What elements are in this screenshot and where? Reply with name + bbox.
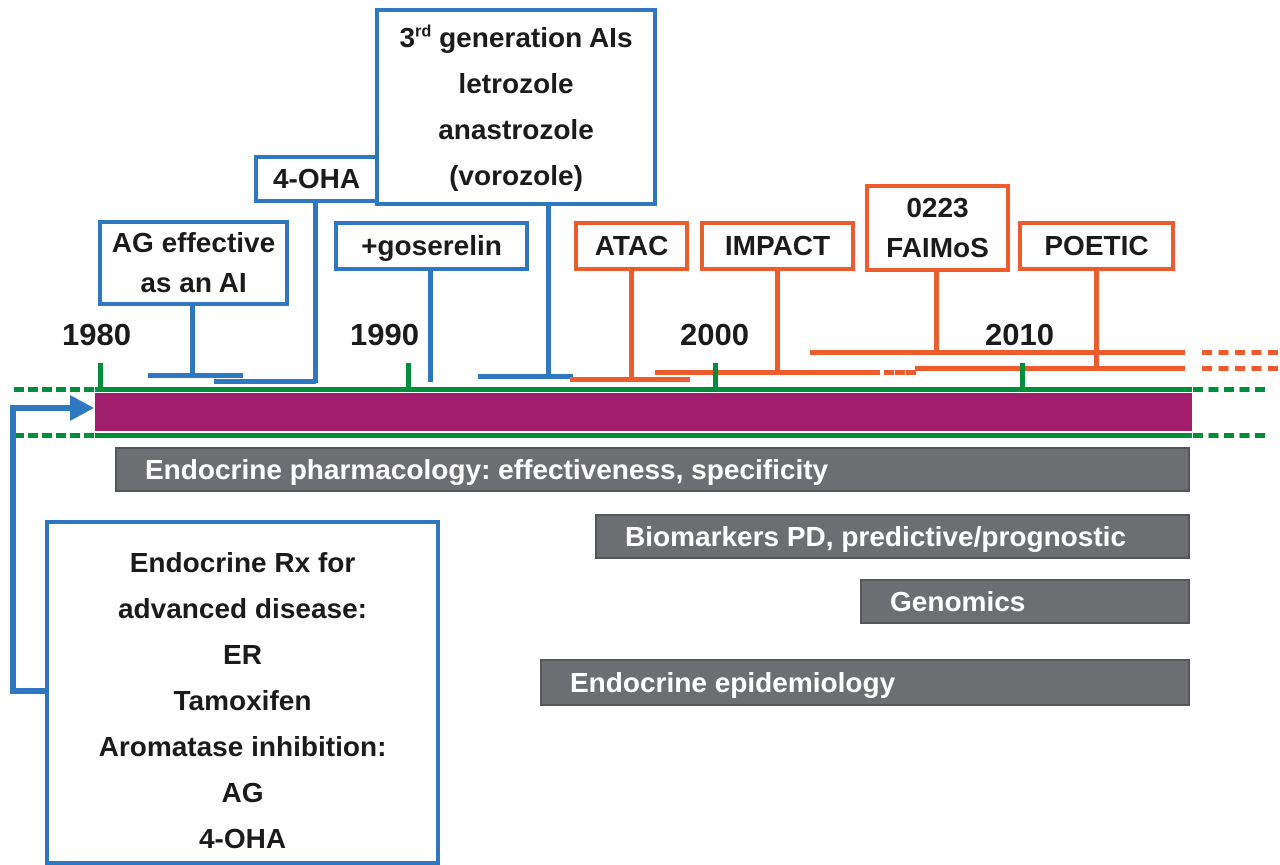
year-label-1980: 1980 <box>62 317 131 352</box>
phase-bar-endocrine-epidemiology-label: Endocrine epidemiology <box>570 666 896 698</box>
callout-impact: IMPACT <box>700 221 855 271</box>
phase-bar-genomics-label: Genomics <box>890 585 1026 617</box>
legacy-box-line1: Endocrine Rx for <box>129 547 356 578</box>
year-label-1990: 1990 <box>350 317 419 352</box>
legacy-treatments-box: Endocrine Rx for advanced disease: ER Ta… <box>45 520 440 865</box>
phase-bar-endocrine-pharmacology-label: Endocrine pharmacology: effectiveness, s… <box>145 453 829 485</box>
year-tick-1980 <box>98 363 103 389</box>
timeline-bottom-line-dashed-right <box>1193 433 1265 438</box>
arrowhead-right-icon <box>70 395 94 421</box>
phase-bar-endocrine-pharmacology: Endocrine pharmacology: effectiveness, s… <box>115 447 1190 492</box>
connector-line-3rd-gen <box>546 204 551 378</box>
phase-bar-genomics: Genomics <box>860 579 1190 624</box>
year-tick-1990 <box>406 363 411 389</box>
connector-range-right-dashed-upper <box>1202 350 1278 355</box>
timeline-top-line-dashed-left <box>14 387 94 392</box>
callout-3rd-generation-ais-line4: (vorozole) <box>449 160 583 191</box>
callout-impact-label: IMPACT <box>724 230 831 261</box>
connector-range-4oha <box>214 379 316 384</box>
legacy-box-line7: 4-OHA <box>198 823 287 854</box>
callout-4oha-label: 4-OHA <box>272 163 361 194</box>
connector-range-atac <box>570 377 690 382</box>
year-tick-2010 <box>1020 363 1025 389</box>
callout-faimos-line2: FAIMoS <box>886 232 989 263</box>
year-label-2010: 2010 <box>985 317 1054 352</box>
timeline-top-line-dashed-right <box>1193 387 1265 392</box>
callout-poetic: POETIC <box>1018 221 1175 271</box>
callout-ag-effective: AG effective as an AI <box>98 220 289 306</box>
callout-faimos-line1: 0223 <box>906 192 969 223</box>
callout-goserelin-label: +goserelin <box>361 230 502 261</box>
year-tick-2000 <box>713 363 718 389</box>
connector-range-right-dashed-lower <box>1202 366 1278 371</box>
callout-3rd-generation-ais: 3rd generation AIs letrozole anastrozole… <box>375 8 657 206</box>
callout-4oha: 4-OHA <box>254 155 379 203</box>
connector-range-impact <box>655 370 880 375</box>
timeline-top-line <box>95 387 1192 392</box>
timeline-bottom-line <box>95 433 1192 438</box>
legacy-arrow-top-segment <box>10 405 72 411</box>
connector-line-impact <box>775 269 780 375</box>
connector-line-poetic <box>1094 269 1099 369</box>
connector-range-ag <box>148 373 243 378</box>
phase-bar-biomarkers-label: Biomarkers PD, predictive/prognostic <box>625 520 1127 552</box>
connector-line-ag <box>190 304 195 376</box>
connector-line-atac <box>629 269 634 381</box>
timeline-bar <box>95 393 1192 431</box>
connector-range-faimos <box>810 350 1185 355</box>
callout-ag-line2: as an AI <box>140 267 247 298</box>
callout-3rd-generation-ais-line3: anastrozole <box>438 114 594 145</box>
callout-ag-line1: AG effective <box>111 227 276 258</box>
legacy-box-line4: Tamoxifen <box>173 685 312 716</box>
connector-line-goserelin <box>428 269 433 382</box>
legacy-box-line5: Aromatase inhibition: <box>98 731 387 762</box>
connector-range-3rd-gen <box>478 374 573 379</box>
phase-bar-endocrine-epidemiology: Endocrine epidemiology <box>540 659 1190 706</box>
callout-0223-faimos: 0223 FAIMoS <box>865 184 1010 272</box>
callout-3rd-generation-ais-line2: letrozole <box>458 68 574 99</box>
callout-poetic-label: POETIC <box>1044 230 1149 261</box>
connector-line-faimos <box>934 270 939 354</box>
legacy-arrow-vertical-segment <box>10 405 16 694</box>
phase-bar-biomarkers: Biomarkers PD, predictive/prognostic <box>595 514 1190 559</box>
legacy-box-line2: advanced disease: <box>117 593 368 624</box>
legacy-arrow-bottom-segment <box>10 688 48 694</box>
callout-3rd-generation-ais-line1: 3rd generation AIs <box>399 22 633 53</box>
legacy-box-line6: AG <box>221 777 264 808</box>
connector-range-impact-dashed <box>884 370 916 375</box>
connector-line-4oha <box>313 201 318 383</box>
connector-range-poetic <box>915 366 1185 371</box>
year-label-2000: 2000 <box>680 317 749 352</box>
legacy-box-line3: ER <box>223 639 262 670</box>
callout-atac: ATAC <box>574 221 689 271</box>
callout-atac-label: ATAC <box>594 230 669 261</box>
callout-goserelin: +goserelin <box>334 221 529 271</box>
timeline-bottom-line-dashed-left <box>14 433 94 438</box>
